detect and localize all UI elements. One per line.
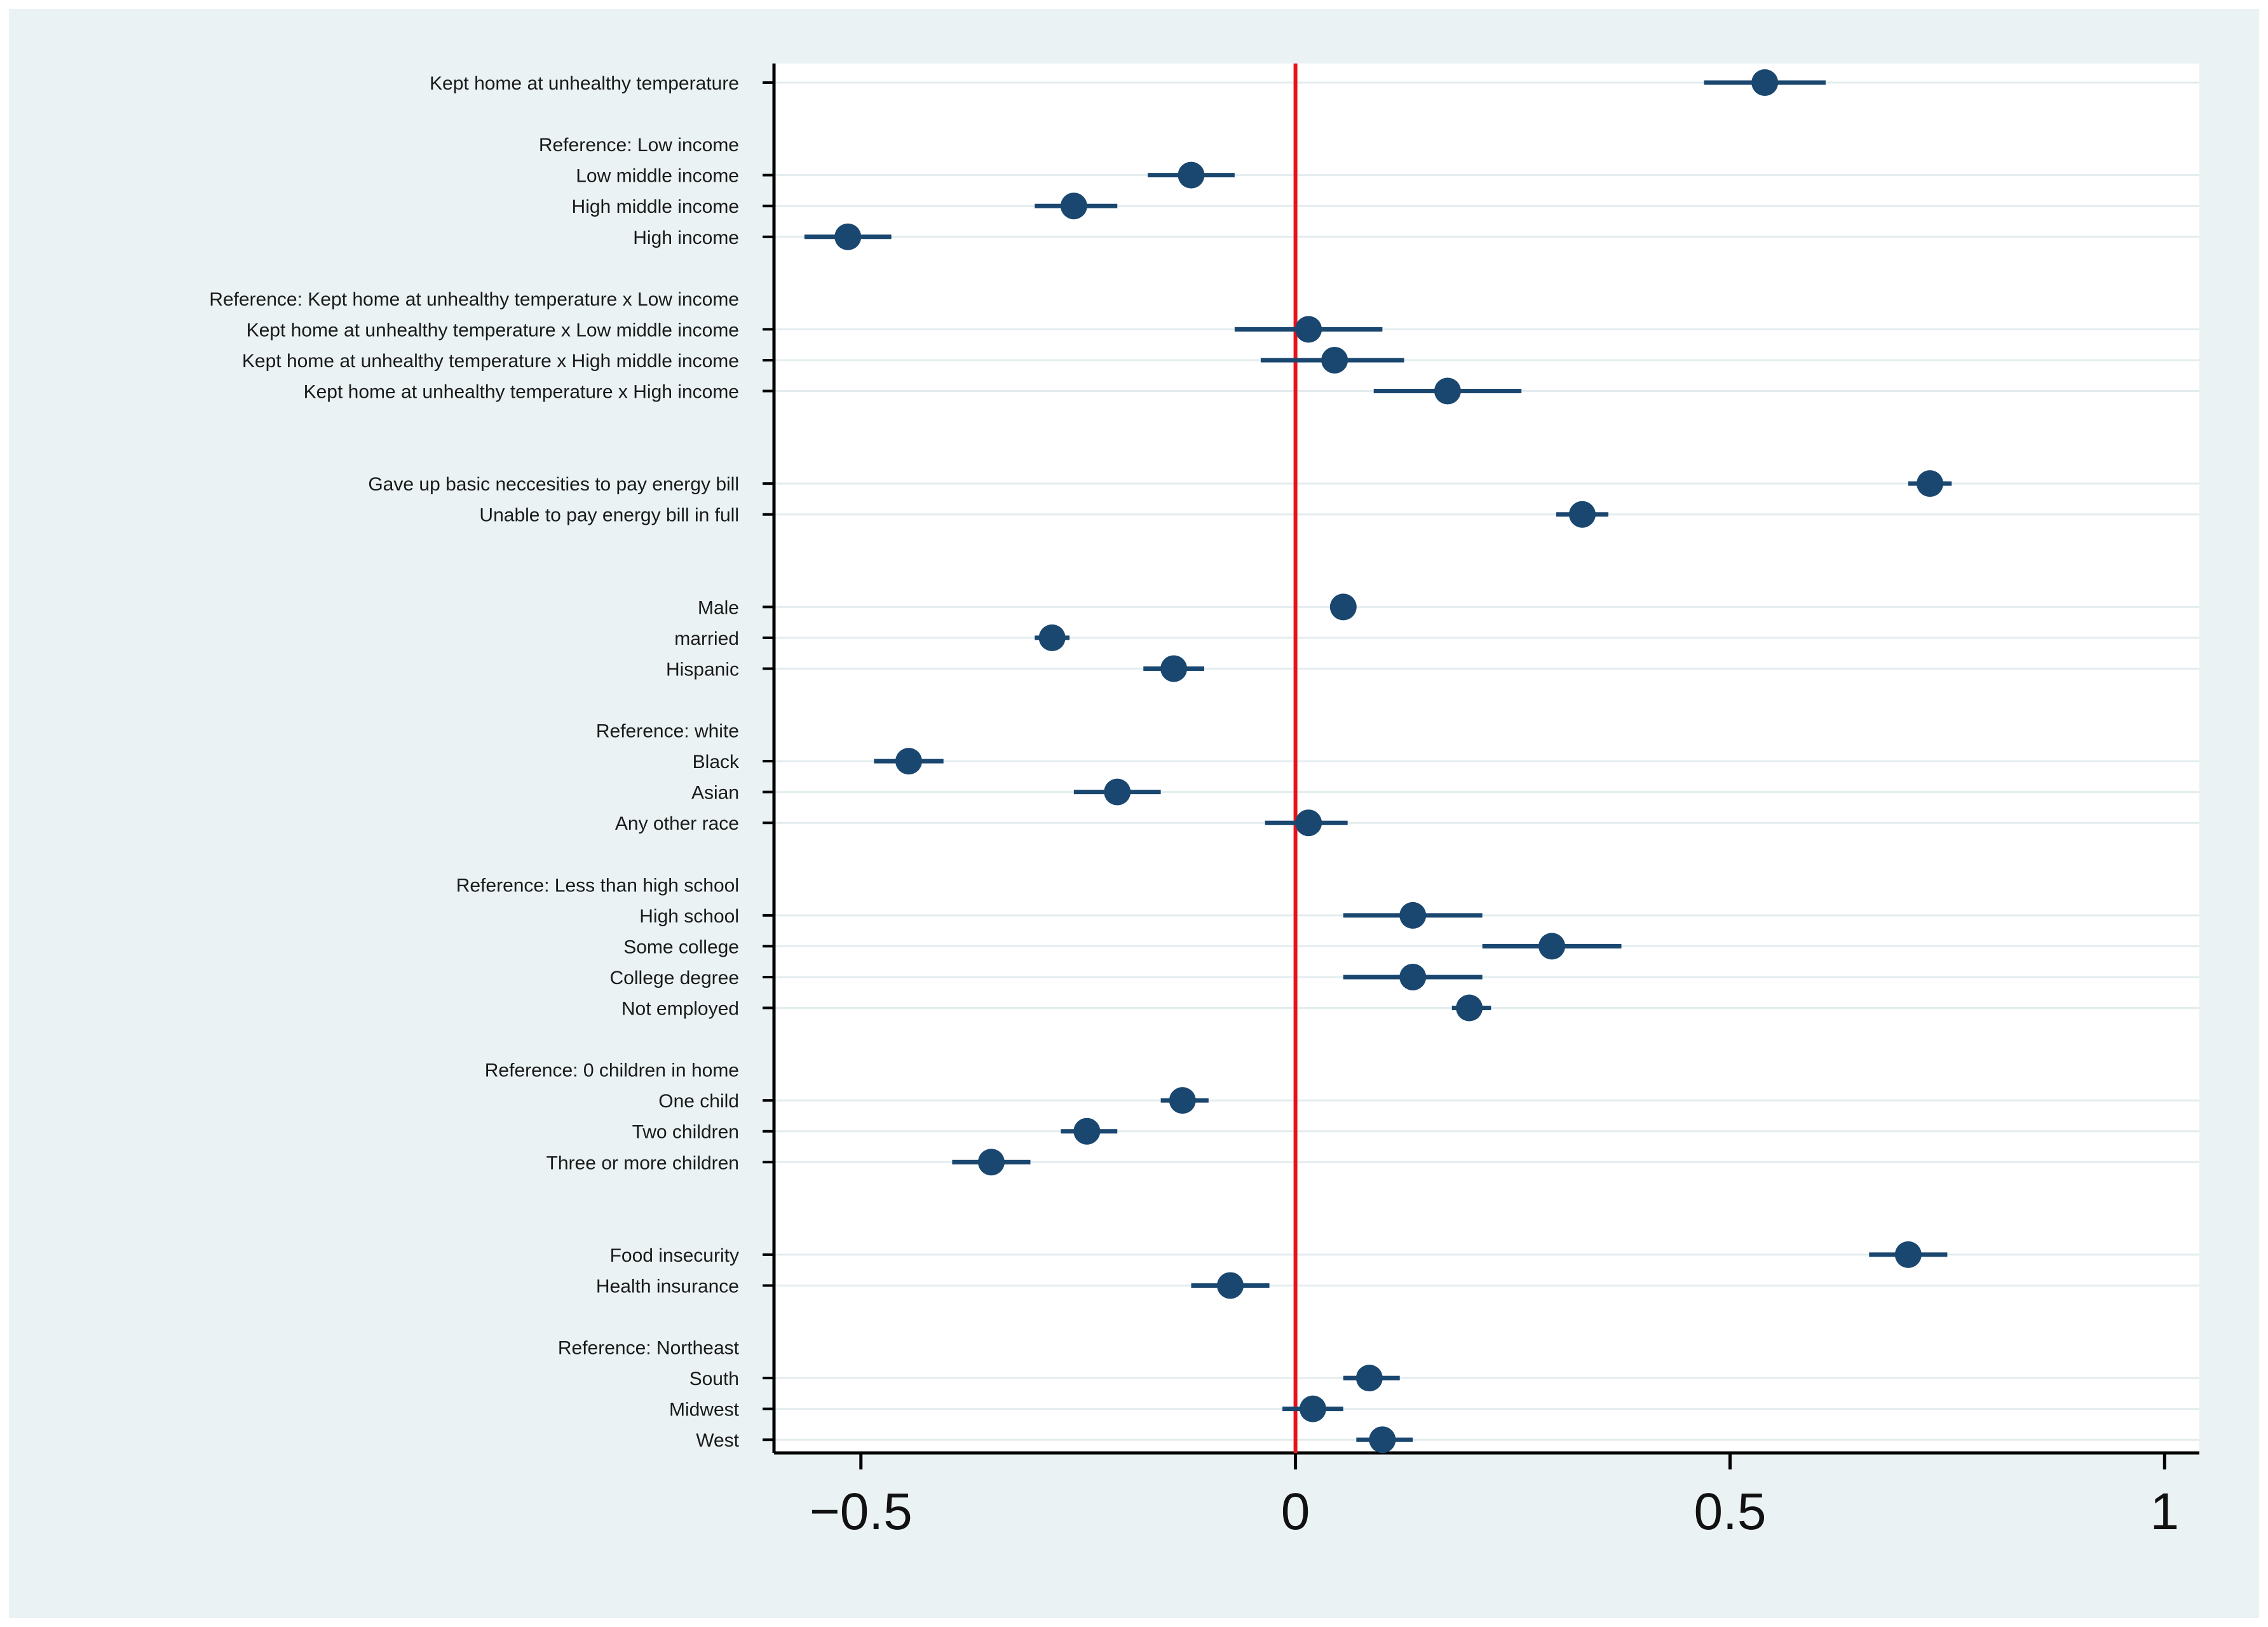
row-label: Kept home at unhealthy temperature — [430, 73, 739, 94]
x-axis-ticks: −0.5 0 0.5 1 — [810, 1453, 2179, 1541]
point-estimate — [1917, 470, 1944, 497]
point-estimate — [1295, 809, 1322, 837]
row-label: South — [689, 1368, 739, 1389]
point-estimate — [1369, 1426, 1396, 1454]
row-label: West — [696, 1430, 739, 1451]
point-estimate — [1399, 901, 1427, 929]
reference-label: Reference: 0 children in home — [485, 1060, 739, 1081]
reference-label: Reference: white — [596, 721, 739, 742]
row-label: Black — [693, 752, 740, 773]
point-estimate — [1169, 1087, 1196, 1114]
x-tick-label: 1 — [2150, 1483, 2179, 1541]
point-estimate — [1751, 69, 1779, 96]
row-label: Two children — [632, 1122, 739, 1143]
point-estimate — [1538, 933, 1566, 960]
point-estimates — [834, 69, 1944, 1454]
row-label: Any other race — [615, 813, 739, 834]
point-estimate — [1060, 192, 1087, 220]
row-label: Kept home at unhealthy temperature x Hig… — [304, 382, 739, 403]
point-estimate — [1038, 624, 1066, 651]
row-label: Unable to pay energy bill in full — [479, 505, 739, 526]
point-estimate — [1104, 778, 1131, 806]
point-estimate — [1178, 161, 1205, 189]
row-label: One child — [658, 1091, 739, 1112]
row-label: Not employed — [621, 999, 739, 1020]
point-estimate — [1073, 1117, 1101, 1145]
row-label: Hispanic — [666, 659, 739, 680]
point-estimate — [1299, 1395, 1326, 1422]
point-estimate — [1568, 501, 1596, 528]
point-estimate — [1355, 1365, 1383, 1392]
x-tick-label: 0 — [1281, 1483, 1310, 1541]
reference-label: Reference: Less than high school — [456, 875, 739, 896]
row-label: Kept home at unhealthy temperature x Low… — [247, 320, 739, 341]
row-label: Food insecurity — [610, 1245, 739, 1266]
point-estimate — [1399, 963, 1427, 990]
point-estimate — [1217, 1272, 1244, 1299]
x-tick-label: 0.5 — [1694, 1483, 1766, 1541]
point-estimate — [1329, 593, 1357, 621]
row-label: Midwest — [669, 1400, 740, 1421]
row-label: married — [674, 628, 739, 649]
row-label: Three or more children — [547, 1152, 739, 1173]
row-label: High income — [633, 227, 739, 248]
row-label: High school — [639, 906, 739, 927]
reference-label: Reference: Low income — [539, 135, 739, 156]
point-estimate — [1160, 655, 1188, 682]
row-label: Some college — [623, 936, 739, 957]
point-estimate — [1295, 316, 1322, 343]
plot-area — [774, 64, 2199, 1453]
point-estimate — [1894, 1241, 1922, 1268]
point-estimate — [977, 1149, 1005, 1176]
row-label: College degree — [610, 968, 739, 989]
point-estimate — [1321, 346, 1348, 374]
point-estimate — [834, 223, 862, 250]
row-label: High middle income — [572, 196, 739, 217]
point-estimate — [1434, 377, 1461, 405]
row-label: Gave up basic neccesities to pay energy … — [368, 474, 739, 495]
row-labels: Kept home at unhealthy temperature Refere… — [209, 73, 740, 1451]
y-axis-ticks — [763, 81, 774, 1441]
reference-label: Reference: Kept home at unhealthy temper… — [209, 289, 739, 310]
row-label: Male — [698, 597, 739, 618]
point-estimate — [895, 748, 922, 775]
row-label: Kept home at unhealthy temperature x Hig… — [242, 351, 739, 372]
point-estimate — [1456, 994, 1483, 1022]
x-tick-label: −0.5 — [810, 1483, 913, 1541]
row-label: Low middle income — [576, 166, 739, 187]
reference-label: Reference: Northeast — [558, 1338, 740, 1359]
row-label: Health insurance — [596, 1276, 739, 1297]
row-label: Asian — [691, 783, 739, 804]
